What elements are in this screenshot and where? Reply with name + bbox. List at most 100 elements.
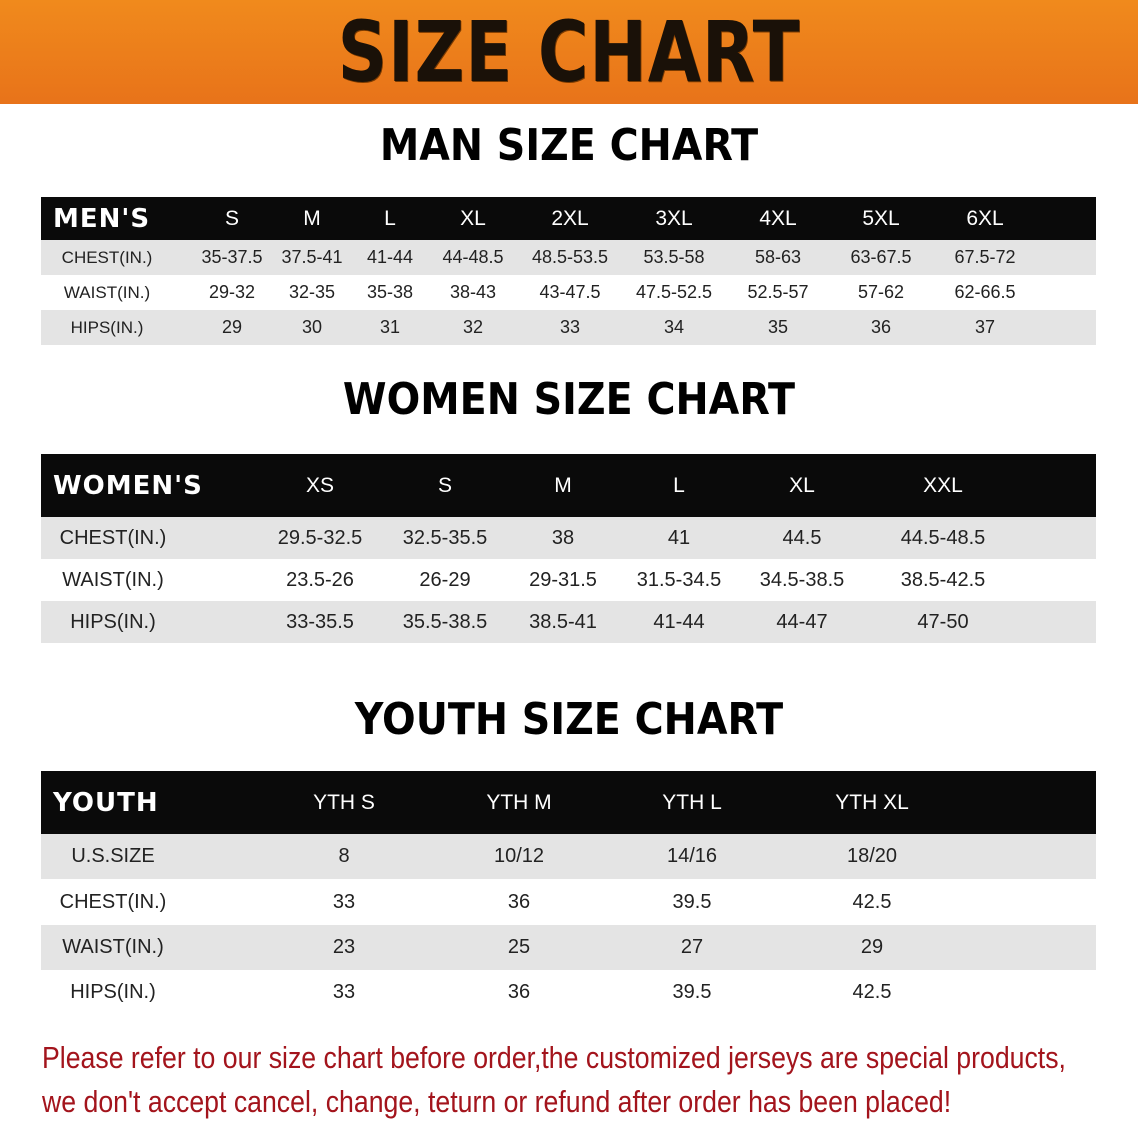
value-cell: 34.5-38.5 <box>759 568 845 591</box>
value-cell: 44-48.5 <box>442 247 504 267</box>
value-cell: 23 <box>332 936 356 958</box>
measure-label: CHEST(IN.) <box>59 526 167 549</box>
youth-section-title: YOUTH SIZE CHART <box>354 694 784 745</box>
value-cell: 29 <box>221 317 243 337</box>
value-cell: 23.5-26 <box>286 568 354 591</box>
size-header-cell: S <box>437 473 453 497</box>
value-cell: 47.5-52.5 <box>635 282 713 302</box>
men-size-table: MEN'S S M L XL 2XL 3XL 4XL 5XL 6XL CHEST(IN.) 35-37… <box>41 197 1096 345</box>
value-cell: 27 <box>680 936 704 958</box>
size-header-cell: YTH L <box>662 790 722 814</box>
value-cell: 47-50 <box>917 610 969 633</box>
table-row: U.S.SIZE 8 10/12 14/16 18/20 <box>41 834 1096 879</box>
measure-label: HIPS(IN.) <box>70 317 144 337</box>
value-cell: 30 <box>301 317 323 337</box>
value-cell: 57-62 <box>857 282 905 302</box>
table-title-cell: WOMEN'S <box>53 470 203 501</box>
table-header-row: MEN'S S M L XL 2XL 3XL 4XL 5XL 6XL <box>41 197 1096 240</box>
table-row: HIPS(IN.) 33 36 39.5 42.5 <box>41 970 1096 1015</box>
value-cell: 29 <box>860 936 884 958</box>
value-cell: 10/12 <box>493 845 545 867</box>
order-notice: Please refer to our size chart before or… <box>42 1036 1066 1124</box>
size-header-cell: L <box>384 206 396 230</box>
value-cell: 36 <box>870 317 892 337</box>
notice-line-2: we don't accept cancel, change, teturn o… <box>42 1084 952 1119</box>
value-cell: 38.5-41 <box>529 610 597 633</box>
value-cell: 35 <box>767 317 789 337</box>
value-cell: 38-43 <box>449 282 497 302</box>
value-cell: 39.5 <box>672 890 712 913</box>
measure-label: WAIST(IN.) <box>62 936 164 958</box>
value-cell: 29.5-32.5 <box>277 526 363 549</box>
value-cell: 36 <box>507 890 531 913</box>
size-header-cell: YTH M <box>486 790 552 814</box>
value-cell: 48.5-53.5 <box>531 247 609 267</box>
size-header-cell: XL <box>789 473 815 497</box>
value-cell: 35.5-38.5 <box>402 610 488 633</box>
value-cell: 26-29 <box>419 568 471 591</box>
size-header-cell: XXL <box>923 473 963 497</box>
youth-size-table: YOUTH YTH S YTH M YTH L YTH XL U.S.SIZE 8 10/12… <box>41 771 1096 1015</box>
size-header-cell: 4XL <box>759 206 797 230</box>
men-section-title: MAN SIZE CHART <box>379 120 759 171</box>
value-cell: 41 <box>667 526 691 549</box>
value-cell: 34 <box>663 317 685 337</box>
value-cell: 41-44 <box>653 610 705 633</box>
value-cell: 32.5-35.5 <box>402 526 488 549</box>
value-cell: 33 <box>332 890 356 913</box>
value-cell: 63-67.5 <box>850 247 912 267</box>
table-row: HIPS(IN.) 33-35.5 35.5-38.5 38.5-41 41-44 44-… <box>41 601 1096 643</box>
size-header-cell: M <box>303 206 321 230</box>
measure-label: WAIST(IN.) <box>63 282 151 302</box>
value-cell: 37.5-41 <box>281 247 343 267</box>
measure-label: CHEST(IN.) <box>59 890 167 913</box>
value-cell: 41-44 <box>366 247 414 267</box>
women-section-title: WOMEN SIZE CHART <box>342 374 796 425</box>
table-header-row: WOMEN'S XS S M L XL XXL <box>41 454 1096 517</box>
value-cell: 32 <box>462 317 484 337</box>
banner-title: SIZE CHART <box>337 3 801 101</box>
size-header-cell: M <box>554 473 572 497</box>
value-cell: 14/16 <box>666 845 718 867</box>
value-cell: 44-47 <box>776 610 828 633</box>
value-cell: 35-37.5 <box>201 247 263 267</box>
value-cell: 33-35.5 <box>286 610 354 633</box>
table-row: CHEST(IN.) 35-37.5 37.5-41 41-44 44-48.5 48.5… <box>41 240 1096 275</box>
size-header-cell: 2XL <box>551 206 589 230</box>
value-cell: 42.5 <box>852 890 892 913</box>
table-row: CHEST(IN.) 29.5-32.5 32.5-35.5 38 41 44.5 44.5… <box>41 517 1096 559</box>
size-header-cell: YTH XL <box>835 790 909 814</box>
value-cell: 62-66.5 <box>954 282 1016 302</box>
table-title-cell: MEN'S <box>53 203 151 234</box>
size-header-cell: 3XL <box>655 206 693 230</box>
value-cell: 44.5-48.5 <box>900 526 986 549</box>
value-cell: 43-47.5 <box>539 282 601 302</box>
value-cell: 44.5 <box>782 526 822 549</box>
size-header-cell: S <box>224 206 240 230</box>
size-header-cell: 5XL <box>862 206 900 230</box>
value-cell: 18/20 <box>846 845 898 867</box>
notice-line-1: Please refer to our size chart before or… <box>42 1040 1066 1075</box>
value-cell: 31.5-34.5 <box>636 568 722 591</box>
size-header-cell: YTH S <box>313 790 375 814</box>
measure-label: HIPS(IN.) <box>70 981 156 1003</box>
table-row: WAIST(IN.) 29-32 32-35 35-38 38-43 43-47.5 47.… <box>41 275 1096 310</box>
value-cell: 53.5-58 <box>643 247 705 267</box>
banner: SIZE CHART <box>0 0 1138 104</box>
value-cell: 38.5-42.5 <box>900 568 986 591</box>
table-row: HIPS(IN.) 29 30 31 32 33 34 35 36 37 <box>41 310 1096 345</box>
value-cell: 29-32 <box>208 282 256 302</box>
table-row: WAIST(IN.) 23 25 27 29 <box>41 925 1096 970</box>
value-cell: 36 <box>507 981 531 1003</box>
value-cell: 42.5 <box>852 981 892 1003</box>
value-cell: 33 <box>559 317 581 337</box>
size-header-cell: XS <box>305 473 335 497</box>
value-cell: 37 <box>974 317 996 337</box>
table-row: WAIST(IN.) 23.5-26 26-29 29-31.5 31.5-34.5 34… <box>41 559 1096 601</box>
measure-label: HIPS(IN.) <box>70 610 156 633</box>
value-cell: 8 <box>338 845 350 867</box>
women-size-table: WOMEN'S XS S M L XL XXL CHEST(IN.) 29.5-32.5 32.5… <box>41 454 1096 643</box>
value-cell: 31 <box>379 317 401 337</box>
size-header-cell: 6XL <box>966 206 1004 230</box>
